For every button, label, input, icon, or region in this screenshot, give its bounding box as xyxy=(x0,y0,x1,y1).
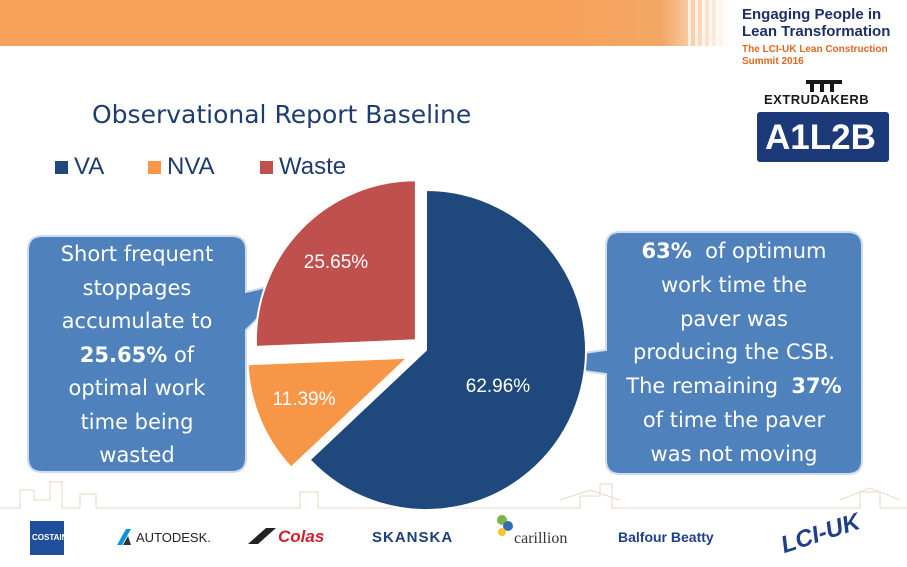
header-banner-stripes xyxy=(688,0,728,46)
a1l2b-text: A1L2B xyxy=(765,118,876,157)
right-callout-line: 63% of optimum xyxy=(608,235,860,269)
legend-label-nva: NVA xyxy=(167,153,215,180)
pie-slices xyxy=(246,179,587,511)
right-callout-line: The remaining 37% xyxy=(608,370,860,404)
carillion-mark-icon xyxy=(497,515,513,536)
right-callout-line: was not moving xyxy=(650,441,818,466)
extrudakerb-text: EXTRUDAKERB xyxy=(764,92,870,107)
city-skyline-illustration xyxy=(0,481,907,509)
left-callout-percent: 25.65% xyxy=(79,342,168,367)
right-callout-line-pre: The remaining xyxy=(626,374,792,399)
extrudakerb-mark-icon xyxy=(806,80,842,92)
pie-slice-va xyxy=(308,188,587,511)
conference-subtitle: The LCI-UK Lean Construction Summit 2016 xyxy=(742,44,888,67)
pie-data-label-nva: 11.39% xyxy=(272,389,335,410)
right-callout-line: work time the xyxy=(660,272,808,297)
pie-slice-nva xyxy=(246,356,411,469)
extrudakerb-logo: EXTRUDAKERB xyxy=(762,78,888,108)
costain-text: COSTAIN xyxy=(32,533,68,542)
right-callout-percent-remaining: 37% xyxy=(791,374,842,399)
costain-logo: COSTAIN xyxy=(30,521,68,555)
legend-item-waste: Waste xyxy=(260,153,346,181)
pie-labels: 62.96% 11.39% 25.65% xyxy=(272,252,530,410)
left-callout-line: Short frequent xyxy=(60,242,214,266)
left-callout-line-rest: of xyxy=(167,342,195,367)
right-callout-line: producing the CSB. xyxy=(633,340,835,365)
carillion-text: carillion xyxy=(514,530,568,547)
pie-slice-waste xyxy=(254,179,417,348)
pie-data-label-va: 62.96% xyxy=(466,376,531,397)
legend-item-nva: NVA xyxy=(148,153,215,181)
autodesk-mark-icon xyxy=(117,529,131,545)
right-callout-text: 63% of optimum work time the paver was p… xyxy=(608,235,860,472)
legend-label-waste: Waste xyxy=(279,153,347,180)
left-callout-line: 25.65% of xyxy=(30,339,244,373)
conference-title: Engaging People in Lean Transformation xyxy=(742,6,891,40)
left-callout-line: optimal work xyxy=(68,376,206,400)
skanska-logo: SKANSKA xyxy=(372,529,454,546)
colas-text: Colas xyxy=(278,527,325,546)
balfour-beatty-logo: Balfour Beatty xyxy=(618,529,714,545)
right-callout-percent: 63% xyxy=(641,239,692,263)
right-callout-line-rest: of optimum xyxy=(691,239,827,263)
pie-data-label-waste: 25.65% xyxy=(304,252,369,273)
right-callout-line: of time the paver xyxy=(642,407,826,432)
legend-label-va: VA xyxy=(74,153,105,180)
legend-swatch-va xyxy=(55,160,68,174)
legend-swatch-nva xyxy=(148,160,161,174)
left-callout-line: time being xyxy=(80,409,194,434)
legend-item-va: VA xyxy=(55,153,104,181)
legend-swatch-waste xyxy=(260,160,273,174)
left-callout-line: wasted xyxy=(99,443,175,467)
left-callout-text: Short frequent stoppages accumulate to 2… xyxy=(30,238,244,473)
chart-title: Observational Report Baseline xyxy=(92,100,472,129)
left-callout-bubble xyxy=(27,235,300,473)
a1l2b-logo: A1L2B xyxy=(757,112,889,162)
left-callout-line: stoppages xyxy=(82,275,192,300)
autodesk-text: AUTODESK. xyxy=(136,530,211,545)
colas-mark-icon xyxy=(248,528,276,544)
right-callout-line: paver was xyxy=(680,306,788,331)
left-callout-line: accumulate to xyxy=(61,309,213,333)
right-callout-bubble xyxy=(515,231,863,475)
